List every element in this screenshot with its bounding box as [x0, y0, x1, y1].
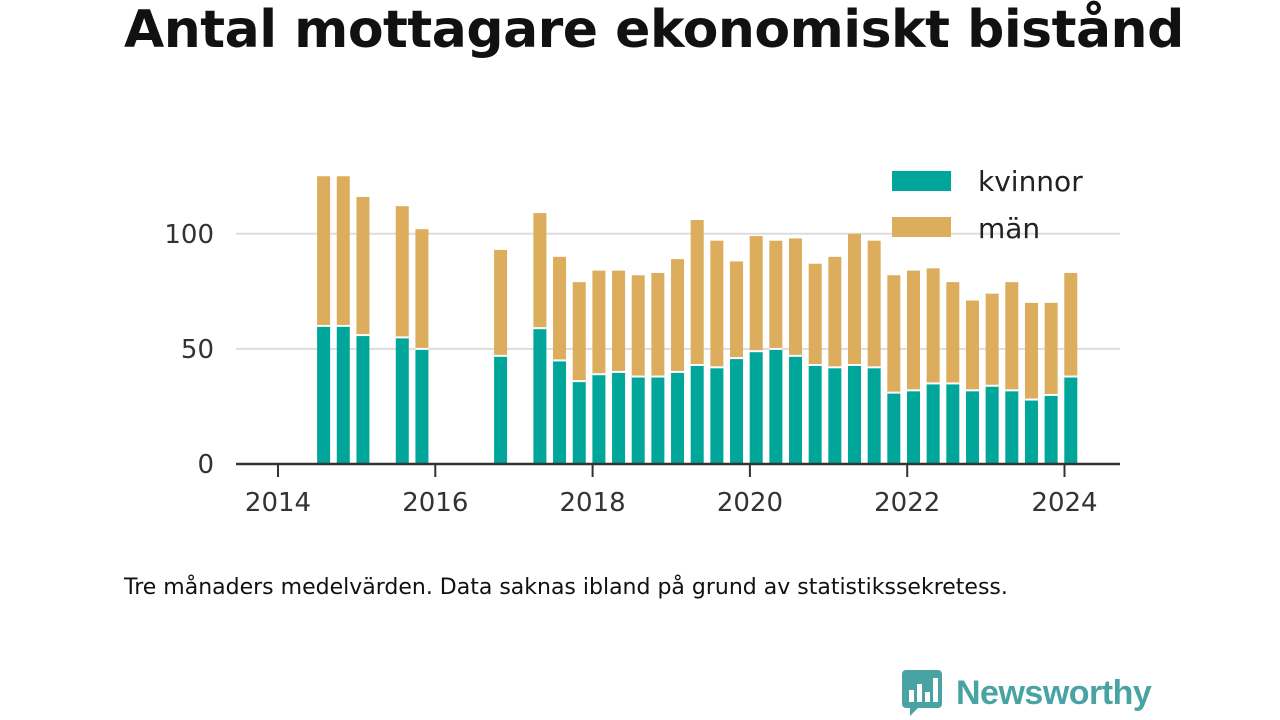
- legend-swatch-kvinnor: [892, 171, 951, 191]
- bar-segment-man: [336, 176, 350, 326]
- bar-segment-man: [1064, 272, 1078, 377]
- bar-segment-kvinnor: [631, 376, 645, 464]
- bar-chart-speech-bubble-icon: [902, 670, 942, 716]
- bar-segment-kvinnor: [671, 371, 685, 464]
- legend-label-kvinnor: kvinnor: [978, 165, 1083, 198]
- x-tick-label: 2014: [245, 488, 311, 518]
- bar-segment-man: [906, 270, 920, 391]
- bar-segment-kvinnor: [494, 355, 508, 464]
- bar-segment-man: [395, 206, 409, 338]
- bar-segment-man: [887, 275, 901, 393]
- bar-segment-man: [789, 238, 803, 356]
- bar-segment-man: [494, 249, 508, 356]
- x-tick-label: 2022: [874, 488, 940, 518]
- bar-segment-man: [946, 282, 960, 384]
- bar-segment-kvinnor: [336, 325, 350, 464]
- bar-segment-man: [867, 240, 881, 368]
- bar-segment-kvinnor: [946, 383, 960, 464]
- bar-segment-kvinnor: [710, 367, 724, 464]
- bar-segment-man: [631, 275, 645, 377]
- bar-segment-kvinnor: [395, 337, 409, 464]
- bar-segment-kvinnor: [356, 335, 370, 464]
- bar-segment-man: [592, 270, 606, 375]
- bar-segment-man: [710, 240, 724, 368]
- bar-segment-kvinnor: [572, 381, 586, 464]
- x-tick-label: 2024: [1031, 488, 1097, 518]
- bar-segment-man: [690, 219, 704, 366]
- bar-segment-man: [926, 268, 940, 384]
- bar-segment-man: [553, 256, 567, 361]
- bar-segment-kvinnor: [1044, 394, 1058, 464]
- bar-segment-kvinnor: [906, 390, 920, 464]
- bar-segment-kvinnor: [808, 365, 822, 464]
- bar-segment-man: [1005, 282, 1019, 391]
- bar-segment-kvinnor: [749, 351, 763, 464]
- bar-segment-kvinnor: [553, 360, 567, 464]
- legend-swatch-man: [892, 217, 951, 237]
- bar-segment-kvinnor: [828, 367, 842, 464]
- axes: 2014 2016 2018 2020 2022 2024: [236, 462, 1120, 518]
- bar-segment-kvinnor: [848, 365, 862, 464]
- bar-segment-kvinnor: [415, 348, 429, 464]
- bar-segment-man: [356, 196, 370, 336]
- bar-segment-kvinnor: [317, 325, 331, 464]
- bar-segment-kvinnor: [1005, 390, 1019, 464]
- legend-label-man: män: [978, 212, 1040, 245]
- bar-segment-man: [533, 213, 547, 329]
- bar-segment-kvinnor: [592, 374, 606, 464]
- bar-segment-kvinnor: [1024, 399, 1038, 464]
- brand-name: Newsworthy: [956, 673, 1152, 712]
- bar-segment-man: [848, 233, 862, 366]
- bar-segment-kvinnor: [769, 348, 783, 464]
- bar-segment-man: [769, 240, 783, 349]
- stacked-bar-chart: 0 50 100 2014 2016 2018 2020 2022 2024 kvinnor …: [164, 165, 1120, 518]
- bar-segment-man: [317, 176, 331, 326]
- chart-title: Antal mottagare ekonomiskt bistånd: [124, 0, 1184, 60]
- bar-segment-kvinnor: [887, 392, 901, 464]
- bar-segment-kvinnor: [867, 367, 881, 464]
- bar-segment-man: [985, 293, 999, 386]
- bar-segment-kvinnor: [985, 385, 999, 464]
- bar-segment-man: [671, 259, 685, 372]
- bars: [317, 176, 1078, 464]
- x-tick-label: 2018: [560, 488, 626, 518]
- bar-segment-kvinnor: [965, 390, 979, 464]
- bar-segment-man: [749, 236, 763, 352]
- bar-segment-man: [572, 282, 586, 382]
- y-tick-label: 100: [164, 220, 214, 250]
- bar-segment-man: [828, 256, 842, 368]
- footnote: Tre månaders medelvärden. Data saknas ib…: [124, 575, 1008, 600]
- brand-logo: Newsworthy: [902, 670, 1152, 716]
- bar-segment-man: [1044, 302, 1058, 395]
- y-tick-label: 50: [181, 335, 214, 365]
- bar-segment-kvinnor: [789, 355, 803, 464]
- bar-segment-kvinnor: [690, 365, 704, 464]
- bar-segment-man: [415, 229, 429, 349]
- y-tick-label: 0: [197, 450, 214, 480]
- bar-segment-kvinnor: [651, 376, 665, 464]
- bar-segment-man: [730, 261, 744, 359]
- x-tick-label: 2020: [717, 488, 783, 518]
- bar-segment-man: [612, 270, 626, 372]
- bar-segment-kvinnor: [1064, 376, 1078, 464]
- bar-segment-kvinnor: [612, 371, 626, 464]
- bar-segment-man: [1024, 302, 1038, 400]
- bar-segment-man: [808, 263, 822, 366]
- x-tick-label: 2016: [402, 488, 468, 518]
- bar-segment-kvinnor: [533, 328, 547, 464]
- legend: kvinnor män: [892, 165, 1083, 245]
- bar-segment-kvinnor: [926, 383, 940, 464]
- bar-segment-man: [651, 272, 665, 377]
- bar-segment-kvinnor: [730, 358, 744, 464]
- bar-segment-man: [965, 300, 979, 391]
